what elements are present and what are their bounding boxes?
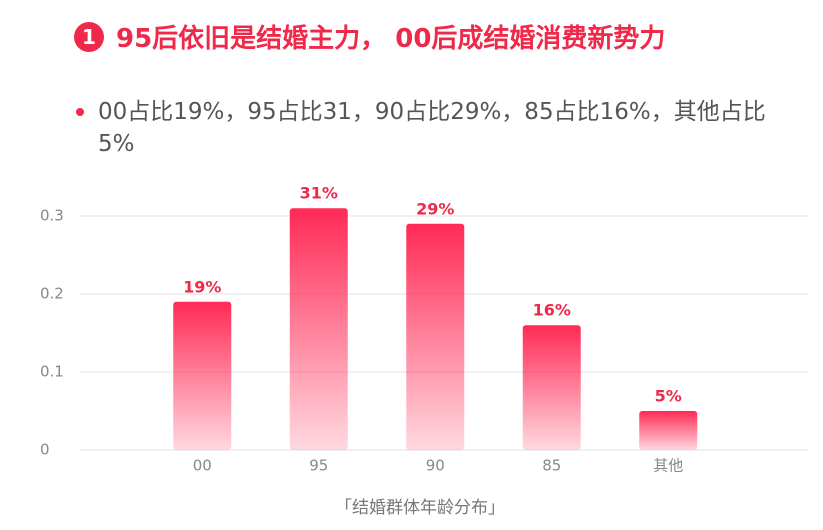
bar xyxy=(173,301,232,450)
value-label: 5% xyxy=(655,387,682,406)
bullet: 00占比19%，95占比31，90占比29%，85占比16%，其他占比5% xyxy=(76,96,796,160)
x-tick-label: 00 xyxy=(193,457,212,475)
header: 1 95后依旧是结婚主力， 00后成结婚消费新势力 xyxy=(74,18,665,55)
subtitle: 00占比19%，95占比31，90占比29%，85占比16%，其他占比5% xyxy=(98,99,766,157)
bar xyxy=(289,208,348,450)
bullet-dot xyxy=(76,108,84,116)
x-tick-label: 90 xyxy=(426,457,445,475)
badge: 1 xyxy=(74,21,104,52)
value-label: 29% xyxy=(416,199,454,218)
value-label: 31% xyxy=(300,184,338,203)
y-tick-label: 0.2 xyxy=(40,285,64,303)
chart-title: 95后依旧是结婚主力， 00后成结婚消费新势力 xyxy=(116,24,666,54)
bar xyxy=(639,411,698,450)
bar xyxy=(406,223,465,450)
y-tick-label: 0.3 xyxy=(40,207,64,225)
value-label: 19% xyxy=(183,277,221,296)
x-tick-label: 85 xyxy=(542,457,561,475)
value-label: 16% xyxy=(533,301,571,320)
y-tick-label: 0.1 xyxy=(40,363,64,381)
x-tick-label: 95 xyxy=(309,457,328,475)
x-tick-label: 其他 xyxy=(653,457,683,475)
y-tick-label: 0 xyxy=(40,441,50,459)
x-axis-label: 「结婚群体年龄分布」 xyxy=(335,498,505,518)
bar xyxy=(522,325,581,450)
